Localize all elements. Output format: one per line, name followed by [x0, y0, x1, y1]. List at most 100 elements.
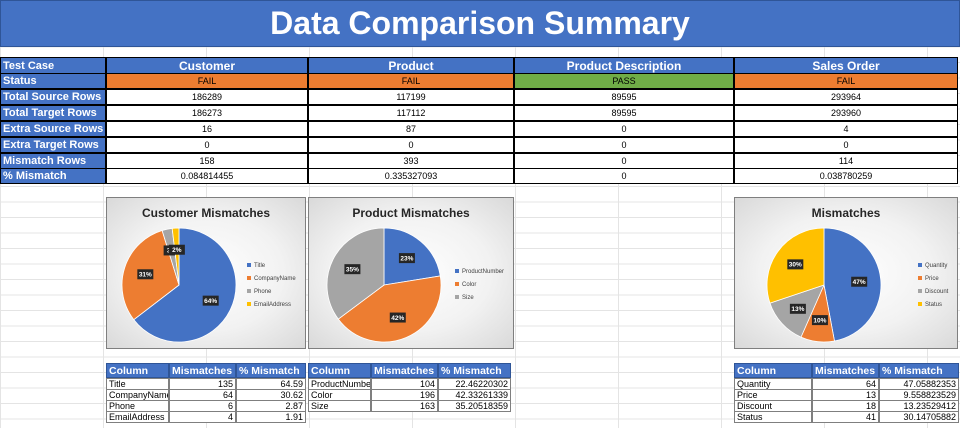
legend-entry: Status	[918, 299, 948, 312]
table-cell: 393	[308, 153, 514, 169]
legend-entry: ProductNumber	[455, 266, 504, 279]
column-header: Customer	[106, 57, 308, 74]
pie-chart: 64%31%3%2%	[121, 227, 237, 343]
pie-chart: 47% 10% 13% 30%	[766, 227, 882, 343]
legend-entry: Phone	[247, 286, 296, 299]
table-cell: 0	[734, 137, 958, 153]
legend-swatch	[455, 282, 459, 287]
sales-order-chart: Mismatches 47% 10% 13% 30% Quantity Price Dis…	[734, 197, 958, 349]
data-label-text: 42%	[391, 315, 404, 322]
column-header: Column	[734, 363, 812, 378]
data-label-text: 2%	[172, 247, 182, 254]
chart-title: Customer Mismatches	[141, 206, 271, 220]
row-label: Extra Source Rows	[0, 121, 106, 137]
status-badge: FAIL	[106, 73, 308, 89]
data-label-text: 10%	[813, 317, 826, 324]
table-cell: 117199	[308, 89, 514, 105]
legend-label: Phone	[254, 289, 272, 295]
data-label: 42%	[389, 312, 406, 323]
legend-label: ProductNumber	[462, 269, 505, 275]
data-label: 35%	[344, 264, 361, 275]
table-cell: 158	[106, 153, 308, 169]
data-label-text: 47%	[853, 279, 866, 286]
table-cell: 117112	[308, 105, 514, 121]
legend-label: Status	[925, 302, 943, 308]
legend-swatch	[455, 269, 459, 274]
legend-label: Size	[462, 295, 474, 301]
legend-label: Title	[254, 263, 266, 269]
row-label: Extra Target Rows	[0, 137, 106, 153]
legend-label: Discount	[925, 289, 949, 295]
column-header: % Mismatch	[879, 363, 959, 378]
status-badge: FAIL	[734, 73, 958, 89]
column-header: Mismatches	[812, 363, 879, 378]
column-header: % Mismatch	[438, 363, 511, 378]
pie-slice-title	[133, 227, 237, 343]
legend-swatch	[247, 276, 251, 281]
legend-label: CompanyName	[254, 276, 296, 282]
table-cell: 0	[514, 168, 734, 184]
legend-entry: Quantity	[918, 260, 948, 273]
data-label: 64%	[202, 295, 219, 306]
legend-entry: Discount	[918, 286, 948, 299]
data-label: 47%	[851, 276, 868, 287]
legend-entry: Title	[247, 260, 296, 273]
table-cell: 16	[106, 121, 308, 137]
column-header: Product Description	[514, 57, 734, 74]
table-cell: 0.084814455	[106, 168, 308, 184]
column-header: Column	[106, 363, 169, 378]
data-label: 10%	[811, 315, 828, 326]
table-cell: 0	[308, 137, 514, 153]
test-case-header: Test Case	[0, 57, 106, 74]
legend-swatch	[918, 302, 922, 307]
row-label: Mismatch Rows	[0, 153, 106, 169]
table-cell: 293960	[734, 105, 958, 121]
legend-swatch	[918, 289, 922, 294]
legend-entry: Color	[455, 279, 504, 292]
legend-swatch	[247, 302, 251, 307]
legend-entry: Size	[455, 292, 504, 305]
legend-swatch	[455, 295, 459, 300]
data-label-text: 31%	[139, 272, 152, 279]
data-label: 23%	[398, 253, 415, 264]
data-label-text: 64%	[204, 298, 217, 305]
table-cell: 0	[514, 121, 734, 137]
table-cell: 0	[514, 137, 734, 153]
column-header: Product	[308, 57, 514, 74]
chart-legend: ProductNumber Color Size	[455, 266, 504, 305]
data-label: 30%	[787, 259, 804, 270]
row-label: Status	[0, 73, 106, 89]
table-cell: Status	[734, 411, 812, 423]
chart-legend: Quantity Price Discount Status	[918, 260, 948, 312]
table-cell: 163	[371, 400, 438, 412]
data-label: 2%	[168, 244, 185, 255]
table-cell: 30.14705882	[879, 411, 959, 423]
table-cell: 87	[308, 121, 514, 137]
data-label-text: 30%	[789, 262, 802, 269]
row-label: Total Source Rows	[0, 89, 106, 105]
chart-title: Mismatches	[811, 206, 881, 220]
table-cell: EmailAddress	[106, 411, 169, 423]
data-label: 31%	[137, 269, 154, 280]
column-header: Sales Order	[734, 57, 958, 74]
table-cell: 41	[812, 411, 879, 423]
table-cell: Size	[308, 400, 371, 412]
table-cell: 0	[514, 153, 734, 169]
legend-label: Price	[925, 276, 939, 282]
column-header: Mismatches	[169, 363, 236, 378]
table-cell: 4	[169, 411, 236, 423]
data-label: 13%	[789, 303, 806, 314]
legend-entry: Price	[918, 273, 948, 286]
chart-title: Product Mismatches	[352, 206, 470, 220]
table-cell: 0	[106, 137, 308, 153]
legend-label: EmailAddress	[254, 302, 292, 308]
table-cell: 114	[734, 153, 958, 169]
table-cell: 186289	[106, 89, 308, 105]
column-header: Mismatches	[371, 363, 438, 378]
pie-chart: 23% 42% 35%	[326, 227, 442, 343]
column-header: Column	[308, 363, 371, 378]
legend-entry: EmailAddress	[247, 299, 296, 312]
customer-chart: Customer Mismatches 64%31%3%2% TitleComp…	[106, 197, 306, 349]
legend-label: Quantity	[925, 263, 948, 269]
pie-slice-emailaddress	[171, 227, 180, 286]
